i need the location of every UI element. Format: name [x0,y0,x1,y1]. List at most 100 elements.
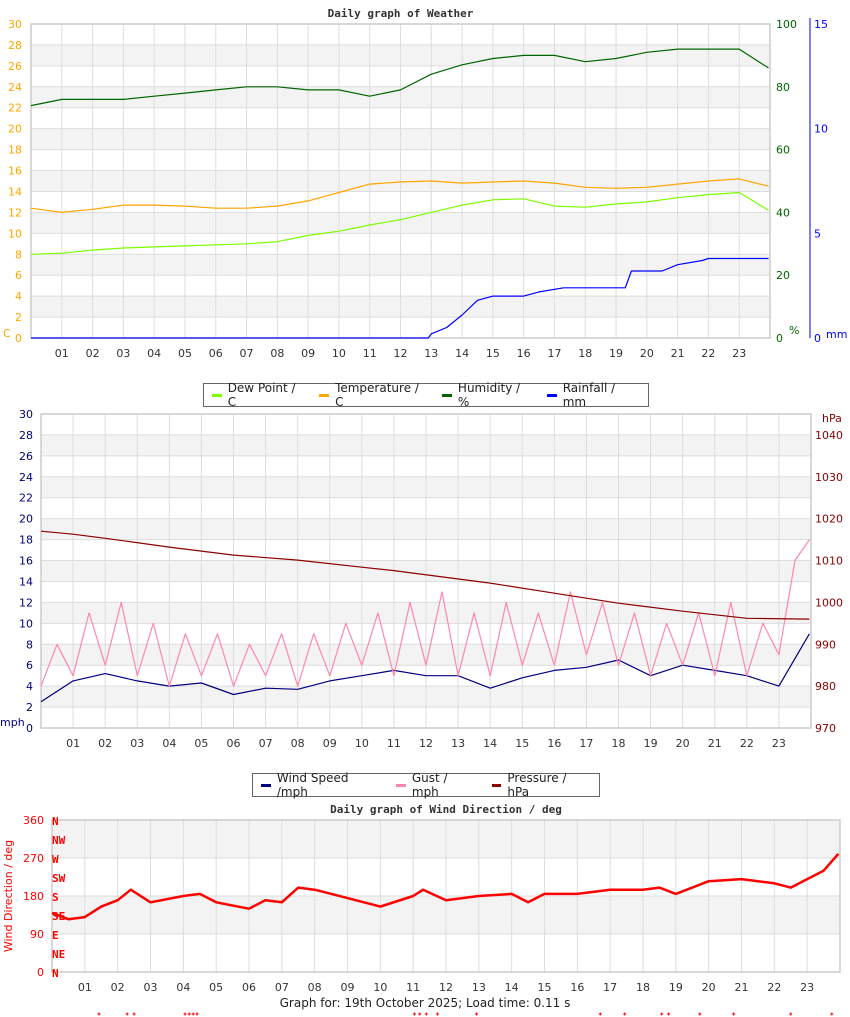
marker-dot [187,1012,191,1016]
x-tick-label: 12 [439,981,453,994]
x-tick-label: 10 [355,737,369,750]
x-tick-label: 14 [483,737,497,750]
legend-dew-point: Dew Point / C [212,381,305,409]
series-line-temperature-c [30,178,769,213]
x-tick-label: 14 [455,347,469,360]
legend-temperature: Temperature / C [319,381,428,409]
y-tick-label-left: 28 [19,429,33,442]
y-tick-label-pressure: 1010 [815,555,843,568]
legend-pressure: Pressure / hPa [491,771,591,799]
axis-unit-left: C [3,327,11,340]
legend-swatch [547,393,557,397]
marker-dot [830,1012,834,1016]
y-tick-label-humidity: 0 [776,332,783,345]
y-tick-label-left: 10 [8,227,22,240]
series-line-wind-direction-deg [51,852,840,921]
marker-dot [732,1012,736,1016]
y-tick-label-left: 16 [8,165,22,178]
y-tick-label-pressure: 990 [815,638,836,651]
legend-label: Humidity / % [457,381,521,409]
y-tick-label-left: 90 [30,928,44,941]
y-tick-label-left: 10 [19,617,33,630]
legend-swatch [491,783,502,787]
marker-dot [789,1012,793,1016]
y-tick-label-left: 30 [19,408,33,421]
marker-dot [660,1012,664,1016]
y-tick-label-left: 18 [19,534,33,547]
series-line-gust-mph [40,539,810,687]
marker-dot [195,1012,199,1016]
y-tick-label-left: 12 [8,206,22,219]
marker-dot [125,1012,129,1016]
x-tick-label: 21 [708,737,722,750]
x-tick-label: 17 [603,981,617,994]
legend-label: Gust / mph [411,771,448,799]
y-tick-label-left: 0 [37,966,44,979]
marker-dot [598,1012,602,1016]
x-tick-label: 20 [640,347,654,360]
x-tick-label: 12 [394,347,408,360]
marker-dot [191,1012,195,1016]
y-tick-label-pressure: 1040 [815,429,843,442]
legend-gust: Gust / mph [396,771,478,799]
y-tick-label-rain: 15 [814,18,828,31]
series-line-pressure-hpa [40,530,810,620]
y-tick-label-left: 6 [26,659,33,672]
legend-swatch [442,393,452,397]
y-tick-label-left: 270 [23,852,44,865]
x-tick-label: 22 [740,737,754,750]
x-tick-label: 07 [259,737,273,750]
y-tick-label-left: 8 [26,638,33,651]
footer-status: Graph for: 19th October 2025; Load time:… [279,996,571,1010]
x-tick-label: 16 [517,347,531,360]
y-tick-label-pressure: 1030 [815,471,843,484]
y-tick-label-left: 0 [15,332,22,345]
axis-unit-left: mph [0,716,25,729]
x-tick-label: 23 [800,981,814,994]
x-tick-label: 08 [308,981,322,994]
wind-legend: Wind Speed /mph Gust / mph Pressure / hP… [252,771,600,799]
y-tick-label-humidity: 100 [776,18,797,31]
compass-label: NW [52,834,66,847]
y-tick-label-humidity: 80 [776,81,790,94]
y-tick-label-left: 4 [26,680,33,693]
x-tick-label: 06 [227,737,241,750]
x-tick-label: 20 [702,981,716,994]
x-tick-label: 19 [669,981,683,994]
y-tick-label-left: 14 [19,575,33,588]
marker-dot [623,1012,627,1016]
y-tick-label-left: 2 [26,701,33,714]
weather-legend: Dew Point / C Temperature / C Humidity /… [203,381,649,409]
y-tick-label-humidity: 20 [776,269,790,282]
legend-swatch [396,783,406,787]
y-tick-label-left: 24 [8,81,22,94]
y-tick-label-left: 16 [19,555,33,568]
y-tick-label-left: 20 [8,123,22,136]
y-tick-label-pressure: 970 [815,722,836,735]
legend-label: Wind Speed /mph [276,771,349,799]
x-tick-label: 18 [636,981,650,994]
x-tick-label: 18 [578,347,592,360]
legend-swatch [212,393,222,397]
compass-label: W [52,853,59,866]
marker-dot [132,1012,136,1016]
plot-frame [40,413,812,729]
y-tick-label-left: 28 [8,39,22,52]
y-tick-label-left: 0 [26,722,33,735]
x-tick-label: 05 [178,347,192,360]
x-tick-label: 01 [78,981,92,994]
x-tick-label: 04 [162,737,176,750]
y-tick-label-left: 2 [15,311,22,324]
x-tick-label: 06 [209,347,223,360]
x-tick-label: 16 [547,737,561,750]
x-tick-label: 23 [732,347,746,360]
marker-dot [412,1012,416,1016]
marker-dot [97,1012,101,1016]
compass-label: N [52,815,59,828]
x-tick-label: 05 [194,737,208,750]
y-tick-label-left: 180 [23,890,44,903]
chart-title: Daily graph of Weather [328,7,474,20]
x-tick-label: 06 [242,981,256,994]
y-tick-label-left: 360 [23,814,44,827]
x-tick-label: 07 [275,981,289,994]
